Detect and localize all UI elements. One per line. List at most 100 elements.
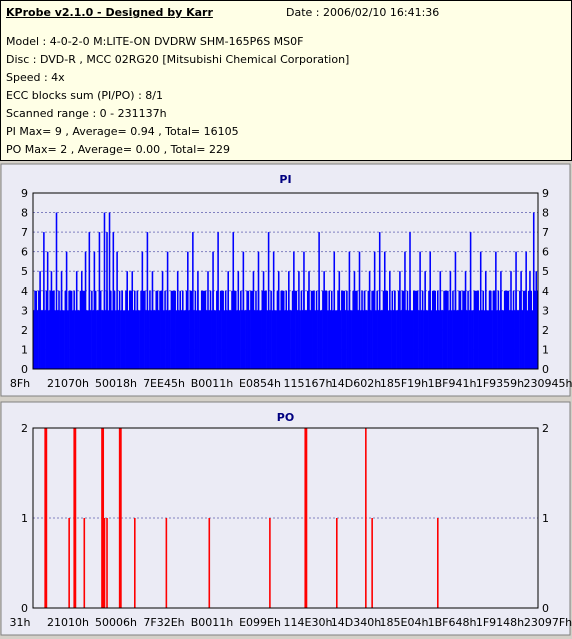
- po-ytick-left: 2: [21, 422, 28, 435]
- pi-bar: [457, 310, 459, 369]
- pi-bar: [442, 310, 444, 369]
- pi-bar: [353, 271, 356, 369]
- pi-bar: [121, 290, 123, 369]
- pi-bar: [477, 290, 479, 369]
- pi-bar: [296, 310, 299, 369]
- pi-bar: [189, 290, 192, 369]
- pi-bar: [519, 290, 521, 369]
- pi-bar: [508, 310, 511, 369]
- pi-bar: [217, 232, 219, 369]
- pi-bar: [164, 290, 166, 369]
- pi-bar: [246, 290, 248, 369]
- pi-bar: [411, 310, 414, 369]
- pi-bar: [130, 290, 132, 369]
- pi-bar: [363, 290, 366, 369]
- pi-ytick-left: 2: [21, 324, 28, 337]
- pi-bar: [264, 290, 266, 369]
- pi-bar: [325, 290, 328, 369]
- pi-xtick-label: 50018h: [95, 377, 137, 390]
- pi-bar: [75, 271, 78, 369]
- pi-bar: [492, 290, 495, 369]
- pi-bar: [289, 310, 291, 369]
- pi-bar: [299, 310, 301, 369]
- pi-bar: [99, 290, 102, 369]
- pi-bar: [41, 310, 44, 369]
- pi-bar: [222, 290, 224, 369]
- pi-bar: [154, 310, 156, 369]
- pi-ytick-right: 6: [542, 246, 549, 259]
- pi-bar: [309, 310, 312, 369]
- pi-bar: [59, 310, 62, 369]
- pi-bar: [270, 290, 272, 369]
- pi-bar: [184, 310, 187, 369]
- pi-ytick-left: 5: [21, 265, 28, 278]
- pi-ytick-right: 7: [542, 226, 549, 239]
- pi-bar: [361, 290, 363, 369]
- pi-bar: [221, 290, 223, 369]
- po-bar: [106, 518, 108, 608]
- pi-bar: [203, 290, 205, 369]
- pi-bar: [53, 290, 55, 369]
- pi-bar: [333, 251, 336, 369]
- pi-bar: [96, 310, 98, 369]
- pi-bar: [517, 310, 520, 369]
- pi-bar: [139, 310, 141, 369]
- pi-bar: [38, 290, 40, 369]
- po-bar: [305, 428, 308, 608]
- pi-bar: [511, 310, 514, 369]
- pi-bar: [97, 310, 99, 369]
- pi-bar: [33, 310, 35, 369]
- pi-bar: [146, 232, 149, 369]
- pi-bar: [334, 310, 337, 369]
- pi-bar: [416, 290, 419, 369]
- po-xtick-label: B0011h: [191, 616, 234, 629]
- pi-bar: [424, 271, 426, 369]
- pi-bar: [421, 290, 424, 369]
- pi-bar: [64, 290, 67, 369]
- pi-bar: [308, 271, 310, 369]
- pi-bar: [250, 290, 252, 369]
- pi-bar: [298, 271, 300, 369]
- pi-bar: [459, 290, 462, 369]
- pi-bar: [205, 310, 208, 369]
- pi-ytick-right: 5: [542, 265, 549, 278]
- po-bar: [371, 518, 373, 608]
- pi-bar: [478, 310, 481, 369]
- po-bar: [44, 428, 46, 608]
- pi-bar: [392, 310, 395, 369]
- pi-bar: [312, 290, 314, 369]
- pi-ytick-left: 7: [21, 226, 28, 239]
- pi-bar: [199, 310, 202, 369]
- pi-bar: [224, 290, 227, 369]
- pi-bar: [337, 290, 339, 369]
- pi-bar: [467, 290, 469, 369]
- pi-bar: [256, 310, 259, 369]
- pi-bar: [69, 290, 72, 369]
- pi-xtick-label: 7EE45h: [143, 377, 185, 390]
- po-chart-title: PO: [277, 411, 294, 424]
- pi-bar: [301, 310, 304, 369]
- pi-bar: [255, 290, 257, 369]
- pi-bar: [135, 310, 137, 369]
- pi-xtick-label: B0011h: [191, 377, 234, 390]
- po-bar: [304, 428, 307, 608]
- po-ytick-left: 1: [21, 512, 28, 525]
- pi-bar: [80, 271, 83, 369]
- pi-bar: [319, 310, 322, 369]
- pi-bar: [338, 271, 341, 369]
- pi-bar: [84, 251, 87, 369]
- pi-bar: [83, 290, 86, 369]
- pi-bar: [397, 290, 400, 369]
- pi-bar: [474, 290, 477, 369]
- pi-bar: [396, 310, 399, 369]
- pi-bar: [168, 310, 170, 369]
- pi-bar: [343, 290, 346, 369]
- pi-bar: [433, 290, 435, 369]
- pi-bar: [237, 271, 240, 369]
- pi-bar: [450, 310, 453, 369]
- info-panel: KProbe v2.1.0 - Designed by Karr Date : …: [0, 0, 572, 161]
- pi-bar: [526, 310, 529, 369]
- pi-bar: [389, 271, 391, 369]
- pi-bar: [190, 290, 193, 369]
- pi-bar: [381, 310, 384, 369]
